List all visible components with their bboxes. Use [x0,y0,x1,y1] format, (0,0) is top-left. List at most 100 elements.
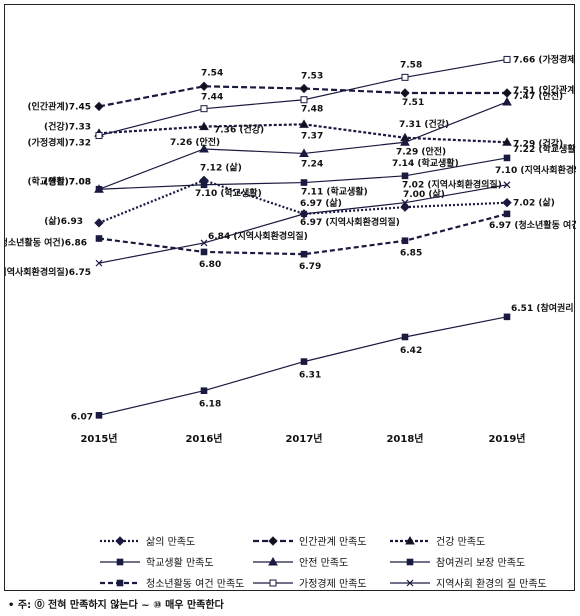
point-econ-0 [95,132,103,140]
legend-marker-econ [269,579,277,587]
point-econ-4 [503,55,511,63]
series-line-safety [98,101,508,190]
point-youth-4 [503,210,511,218]
legend-label-youth: 청소년활동 여건 만족도 [146,577,244,590]
legend-label-school: 학교생활 만족도 [146,556,214,569]
data-label-school-1: 7.10 (학교생활) [195,187,262,199]
series-line-rel [98,85,507,108]
legend-label-health: 건강 만족도 [436,536,485,548]
data-label-health-4: 7.29 (건강) [513,137,563,149]
data-label-econ-3: 7.58 [400,60,422,70]
data-label-rel-4: 7.51 (인간관계) [513,84,576,96]
point-rights-0 [95,412,103,419]
x-tick-label-1: 2016년 [185,432,222,445]
legend-marker-safety [268,556,278,566]
data-label-rel-0: (인간관계)7.45 [27,100,91,112]
data-label-health-1: 7.36 (건강) [214,124,264,136]
data-label-safety-4: 7.47 (안전) [513,90,563,102]
point-safety-1 [199,143,209,153]
data-label-econ-4: 7.66 (가정경제) [513,53,576,65]
legend-label-safety: 안전 만족도 [299,557,348,569]
data-label-rights-0: 6.07 [71,412,93,422]
point-health-4 [502,137,512,146]
point-youth-2 [300,250,308,258]
data-label-school-4: 7.22 (학교생활) [513,143,576,155]
data-label-safety-0: (안전)7.08 [44,175,91,187]
legend-marker-life [115,536,125,546]
chart-frame: (삶)6.93 7.12 (삶) 6.97 (삶) 7.00 (삶) 7.02 (삶)(… [4,4,576,591]
data-label-safety-3: 7.29 (안전) [396,145,446,157]
point-env-1 [200,239,208,247]
data-label-env-0: (지역사회환경의질)6.75 [5,266,91,278]
data-label-rel-1: 7.54 [201,68,223,78]
line-chart: (삶)6.937.12 (삶)6.97 (삶)7.00 (삶)7.02 (삶)(… [5,53,576,590]
x-tick-label-0: 2015년 [80,432,117,445]
data-label-youth-3: 6.85 [400,249,422,259]
legend-marker-env [406,579,414,587]
point-env-3 [401,199,409,207]
data-label-rel-2: 7.53 [301,72,323,82]
point-life-0 [94,218,104,228]
data-label-youth-2: 6.79 [299,262,321,272]
point-rel-2 [299,83,309,94]
point-safety-2 [299,148,309,157]
point-rel-3 [400,88,410,98]
data-label-life-4: 7.02 (삶) [513,197,555,209]
point-env-4 [503,181,511,189]
point-health-2 [299,119,309,128]
data-label-school-3: 7.14 (학교생활) [392,157,459,169]
point-rights-3 [401,333,409,341]
point-life-4 [502,197,512,208]
data-label-safety-2: 7.24 [301,159,323,169]
legend-marker-rel [268,536,278,546]
data-label-env-2: 6.97 (지역사회환경의질) [300,216,400,228]
data-label-school-0: (학교생활)7.08 [27,175,91,187]
point-health-1 [199,121,209,131]
legend-marker-school [116,558,124,566]
data-label-life-2: 6.97 (삶) [300,197,342,209]
point-rel-1 [199,81,209,91]
point-youth-0 [95,235,103,242]
legend-label-life: 삶의 만족도 [146,536,195,548]
data-label-env-1: 6.84 (지역사회환경의질) [208,230,308,242]
data-label-econ-1: 7.44 [201,93,223,103]
point-school-3 [401,172,409,180]
data-label-school-2: 7.11 (학교생활) [301,186,368,198]
point-youth-1 [200,248,208,256]
data-label-rights-4: 6.51 (참여권리 보장) [511,302,576,314]
footnote: • 주: ⓪ 전혀 만족하지 않는다 ~ ⑩ 매우 만족한다 [8,600,224,611]
legend-marker-rights [406,558,414,566]
x-tick-label-2: 2017년 [285,432,322,445]
data-label-rights-3: 6.42 [400,346,422,356]
x-tick-label-4: 2019년 [488,432,525,445]
data-label-health-0: (건강)7.33 [44,120,91,132]
data-label-env-4: 7.10 (지역사회환경의질) [495,164,576,176]
data-label-env-3: 7.02 (지역사회환경의질) [402,179,502,191]
data-label-youth-4: 6.97 (청소년활동 여건) [489,219,576,231]
point-rights-4 [503,313,511,321]
data-label-safety-1: 7.26 (안전) [170,136,220,148]
point-school-4 [503,154,511,162]
data-label-health-3: 7.31 (건강) [399,118,449,130]
point-rel-0 [94,101,104,112]
data-label-rights-1: 6.18 [199,400,221,410]
data-label-youth-0: (청소년활동 여건)6.86 [5,237,87,249]
point-env-0 [95,259,103,267]
point-rel-4 [502,88,512,98]
data-label-econ-0: (가정경제)7.32 [27,137,91,149]
legend-marker-youth [116,579,124,587]
data-label-life-1: 7.12 (삶) [200,161,242,173]
point-school-1 [200,181,208,189]
point-safety-0 [94,184,104,193]
data-label-econ-2: 7.48 [301,105,323,115]
legend-label-rights: 참여권리 보장 만족도 [436,557,525,569]
x-tick-label-3: 2018년 [386,432,423,445]
point-rights-1 [200,387,208,395]
legend-label-econ: 가정경제 만족도 [299,577,367,590]
data-label-youth-1: 6.80 [199,260,221,270]
point-econ-2 [300,96,308,104]
data-label-health-2: 7.37 [301,131,323,141]
point-env-2 [300,210,308,218]
point-econ-1 [200,105,208,113]
point-econ-3 [401,73,409,81]
